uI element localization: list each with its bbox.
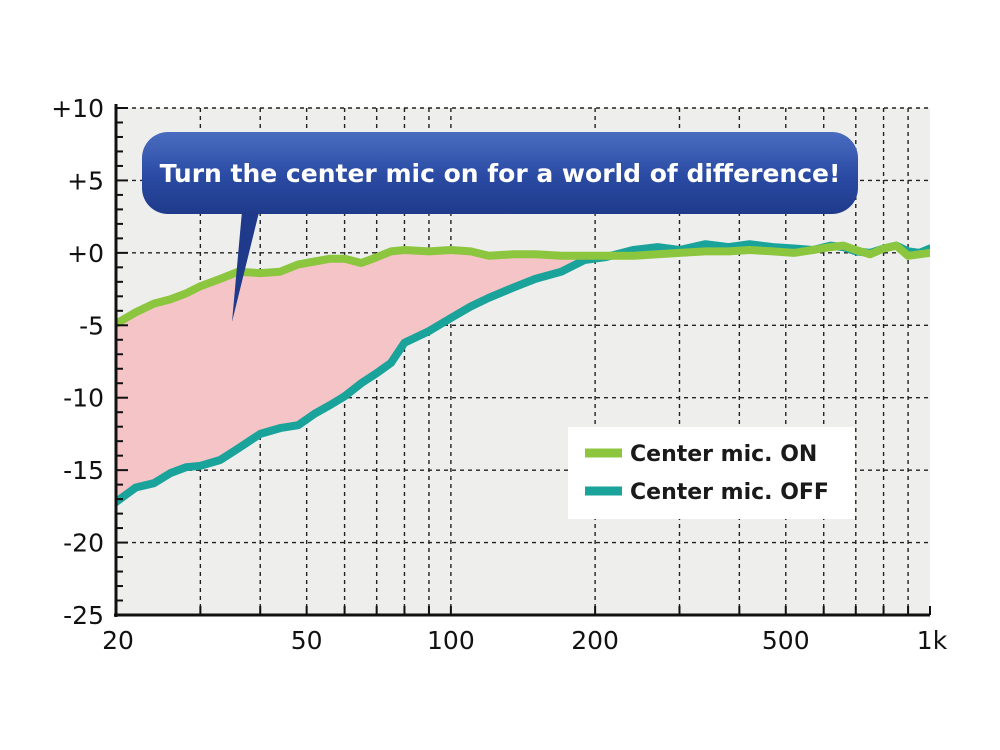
x-tick-label: 20 <box>102 626 134 655</box>
y-tick-label: +5 <box>67 166 104 195</box>
y-tick-label: -10 <box>63 384 104 413</box>
fill-area <box>116 244 930 502</box>
legend-label-off: Center mic. OFF <box>630 480 829 505</box>
axes <box>114 104 931 617</box>
callout-bubble: Turn the center mic on for a world of di… <box>142 132 858 322</box>
difference-fill <box>116 244 930 502</box>
x-tick-label: 1k <box>917 626 948 655</box>
callout-pointer <box>232 200 262 322</box>
series-line-on <box>116 241 930 328</box>
y-tick-label: -20 <box>63 529 104 558</box>
x-tick-label: 100 <box>427 626 475 655</box>
callout-text: Turn the center mic on for a world of di… <box>160 159 841 188</box>
series-lines <box>116 240 930 506</box>
legend-label-on: Center mic. ON <box>630 442 817 467</box>
legend: Center mic. ON Center mic. OFF <box>568 427 855 519</box>
legend-box <box>568 427 855 519</box>
x-tick-label: 500 <box>762 626 810 655</box>
y-tick-label: -25 <box>63 601 104 630</box>
y-tick-label: -5 <box>79 311 104 340</box>
y-tick-label: +0 <box>67 239 104 268</box>
callout-box <box>142 132 858 214</box>
x-tick-label: 50 <box>291 626 323 655</box>
x-tick-label: 200 <box>571 626 619 655</box>
y-tick-label: +10 <box>51 94 104 123</box>
y-tick-label: -15 <box>63 456 104 485</box>
